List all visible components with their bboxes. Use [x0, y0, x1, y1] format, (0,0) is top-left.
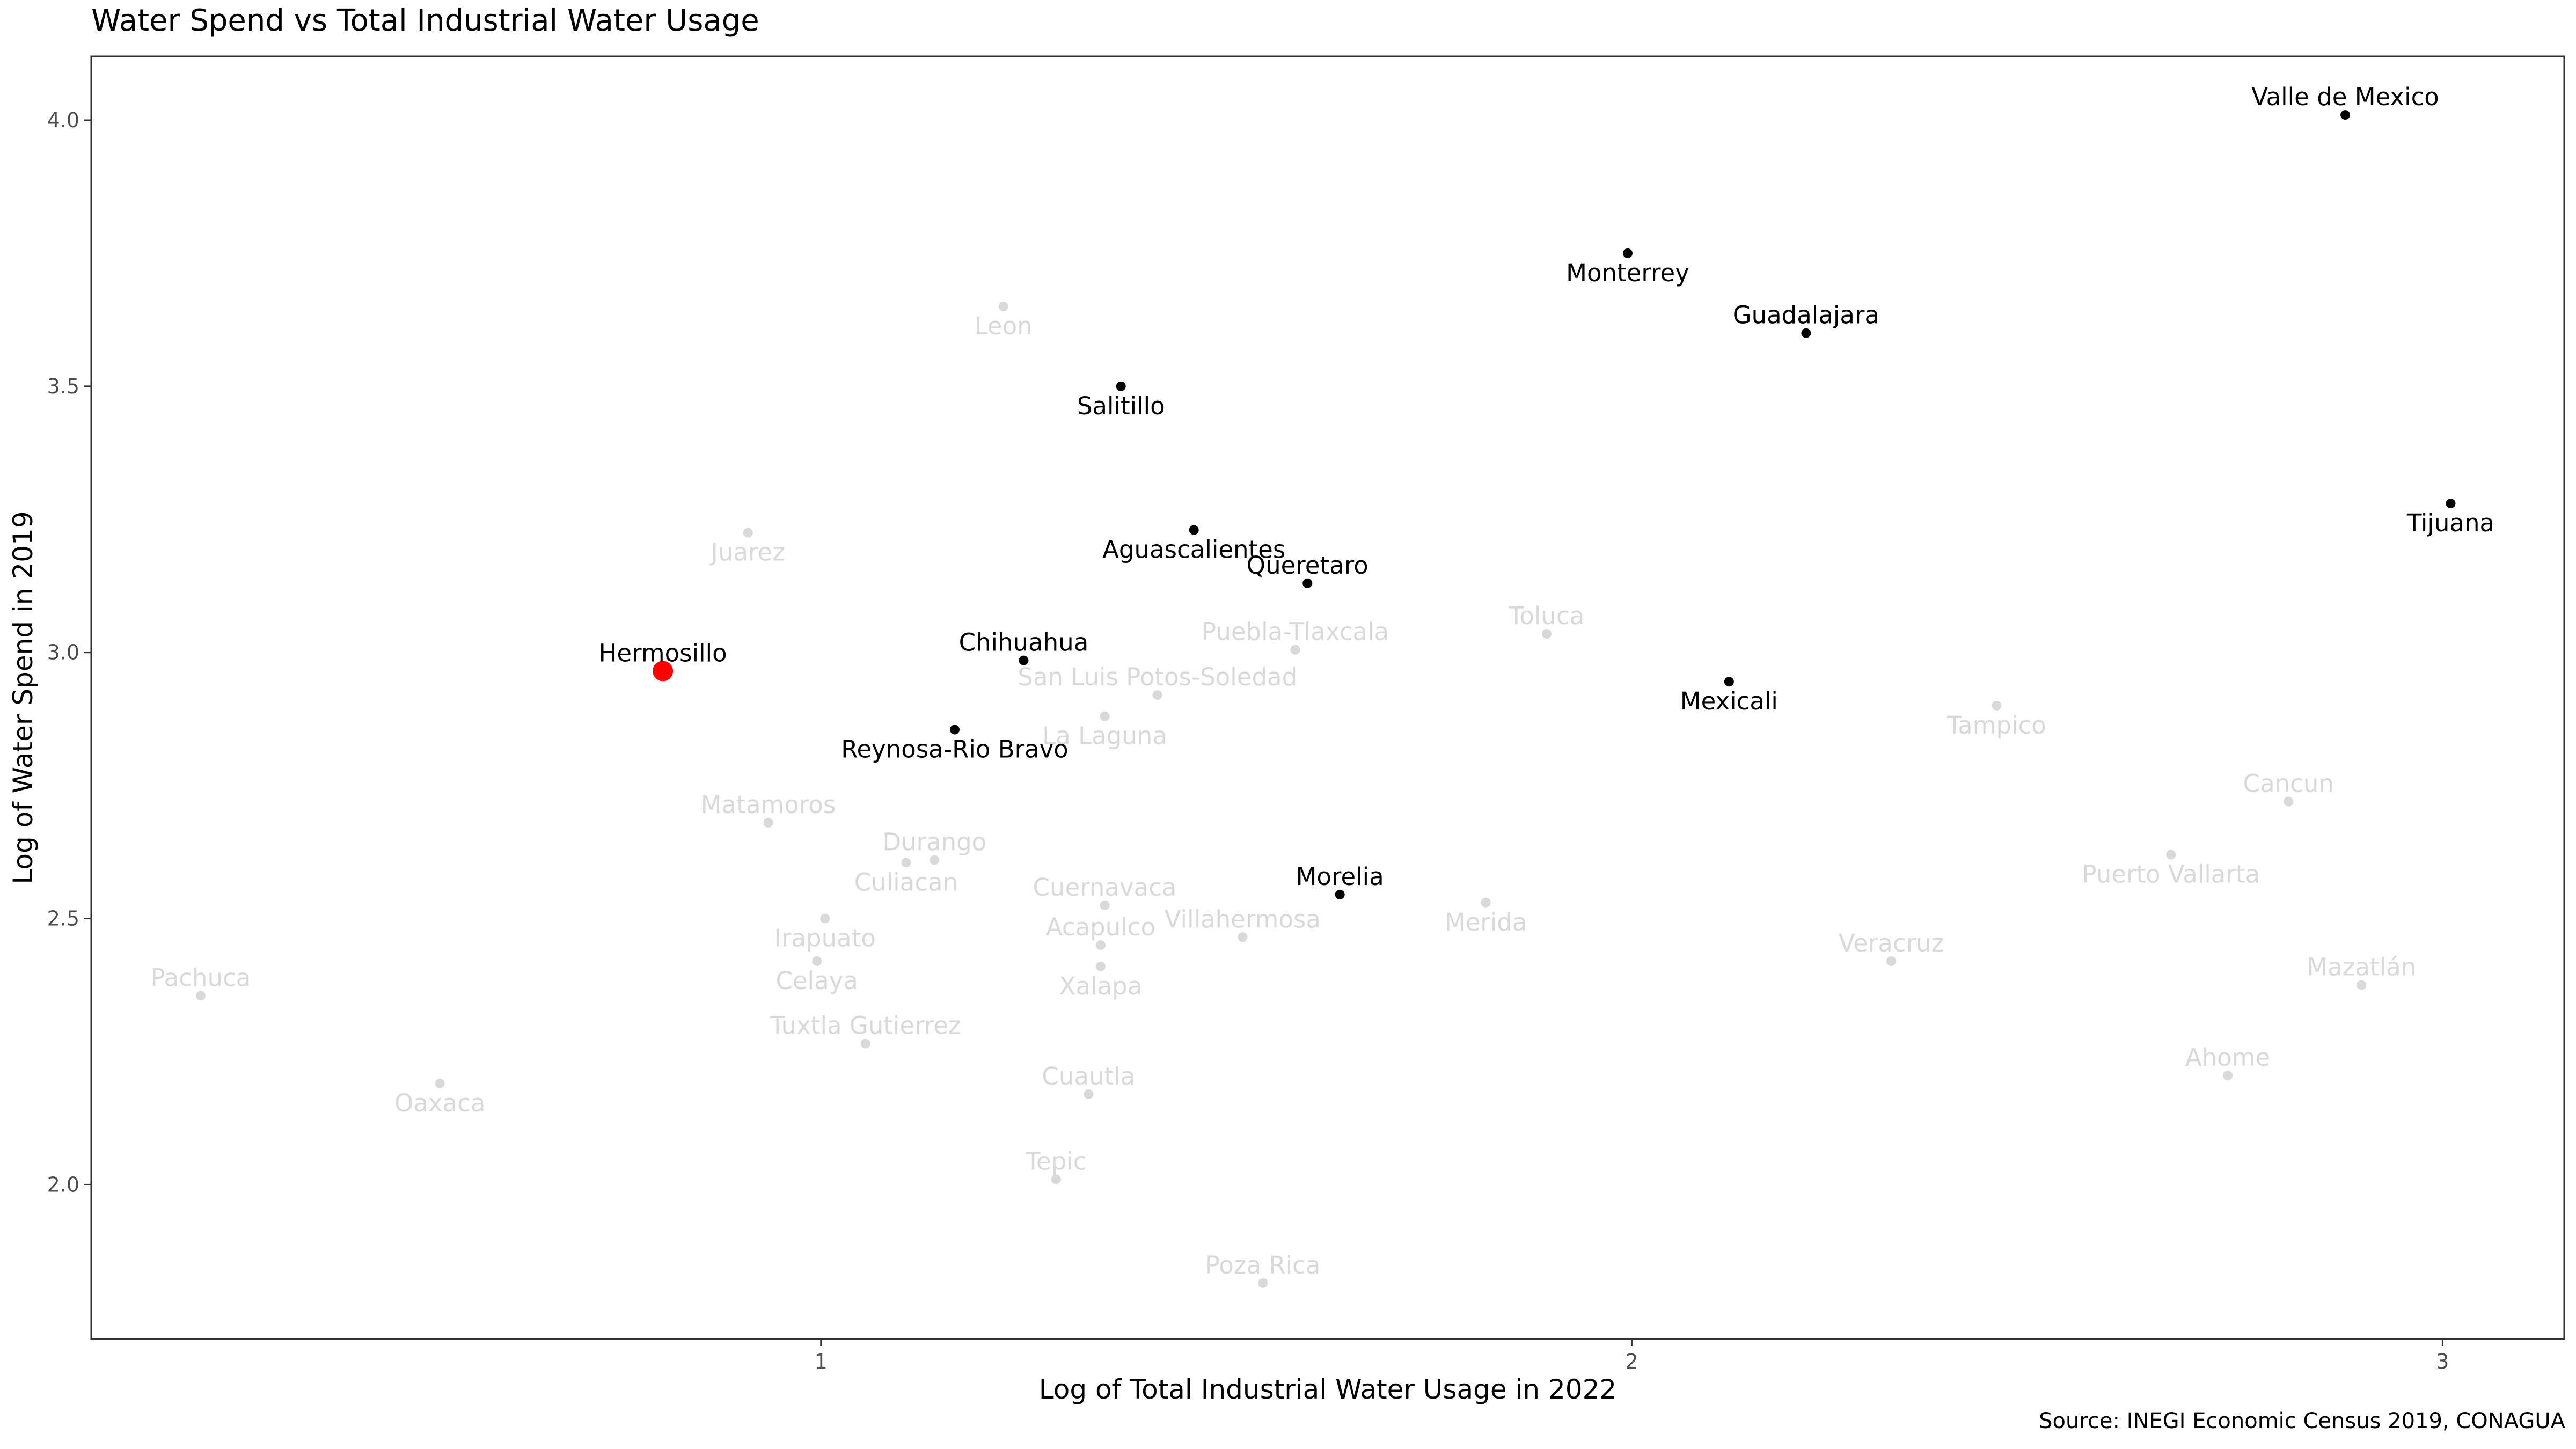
data-point — [1481, 897, 1491, 908]
y-axis-title: Log of Water Spend in 2019 — [8, 511, 39, 884]
y-tick-label: 3.5 — [47, 375, 79, 398]
point-label: Durango — [882, 828, 986, 856]
data-point — [950, 724, 960, 735]
data-point — [743, 528, 753, 538]
data-point — [2223, 1071, 2233, 1081]
data-point — [2284, 796, 2294, 807]
source-note: Source: INEGI Economic Census 2019, CONA… — [2039, 1409, 2565, 1433]
point-label: Acapulco — [1046, 913, 1155, 941]
data-point — [1095, 961, 1106, 971]
data-point — [2340, 110, 2351, 120]
point-label: Culiacan — [854, 868, 958, 896]
point-label: Xalapa — [1059, 972, 1143, 1000]
point-label: Toluca — [1509, 602, 1585, 630]
point-label: Salitillo — [1077, 392, 1165, 420]
data-point — [1541, 628, 1552, 639]
point-label: Pachuca — [151, 963, 251, 992]
data-point — [1302, 578, 1313, 588]
data-point — [195, 991, 206, 1001]
data-point — [2446, 499, 2456, 509]
data-point — [820, 913, 830, 924]
data-point — [1724, 677, 1734, 687]
point-label: Merida — [1445, 908, 1527, 936]
point-label: Valle de Mexico — [2251, 83, 2439, 111]
x-tick-label: 3 — [2436, 1350, 2449, 1373]
data-point — [1100, 900, 1110, 910]
point-label: Villahermosa — [1165, 905, 1321, 933]
data-point — [998, 302, 1008, 312]
point-label: Cuautla — [1042, 1062, 1135, 1091]
point-label: Oaxaca — [394, 1089, 486, 1117]
point-label: Leon — [975, 312, 1033, 340]
point-label: Matamoros — [701, 791, 836, 819]
point-label: Reynosa-Rio Bravo — [841, 735, 1069, 764]
data-point — [653, 661, 674, 682]
point-label: Morelia — [1296, 862, 1384, 891]
data-point — [1335, 889, 1345, 899]
x-tick-label: 2 — [1625, 1350, 1638, 1373]
point-label: Celaya — [775, 967, 858, 995]
data-point — [763, 818, 773, 828]
point-label: Cancun — [2243, 769, 2334, 797]
data-points — [195, 110, 2456, 1288]
y-tick-label: 2.0 — [47, 1173, 79, 1196]
y-tick-label: 2.5 — [47, 907, 79, 931]
point-label: Tijuana — [2406, 509, 2494, 537]
data-point — [2166, 850, 2176, 860]
point-labels: Leon Juarez Puebla-Tlaxcala Toluca San Luis … — [151, 83, 2495, 1279]
data-point — [1051, 1174, 1061, 1184]
point-label: Tuxtla Gutierrez — [770, 1012, 961, 1040]
point-label: San Luis Potos-Soledad — [1018, 663, 1297, 691]
point-label: Poza Rica — [1205, 1251, 1321, 1279]
data-point — [1189, 525, 1199, 535]
data-point — [901, 858, 911, 868]
point-label: Cuernavaca — [1033, 873, 1177, 902]
data-point — [1019, 655, 1029, 665]
data-point — [1152, 690, 1162, 700]
point-label: Tampico — [1946, 711, 2046, 740]
data-point — [1623, 248, 1633, 258]
x-tick-label: 1 — [815, 1350, 828, 1373]
data-point — [1238, 932, 1248, 942]
point-label: Aguascalientes — [1102, 536, 1285, 564]
data-point — [930, 855, 940, 865]
point-label: Chihuahua — [959, 628, 1089, 657]
point-label: Guadalajara — [1733, 301, 1879, 330]
x-axis-title: Log of Total Industrial Water Usage in 2… — [1039, 1374, 1616, 1405]
data-point — [435, 1078, 445, 1088]
point-label: Ahome — [2185, 1043, 2270, 1072]
point-label: Juarez — [709, 538, 785, 567]
y-tick-label: 3.0 — [47, 641, 79, 664]
data-point — [1100, 711, 1110, 721]
plot-panel — [90, 55, 2565, 1340]
point-label: La Laguna — [1042, 722, 1167, 750]
data-point — [1992, 700, 2002, 711]
point-label: Puebla-Tlaxcala — [1202, 618, 1389, 646]
data-point — [1116, 381, 1126, 391]
data-point — [1084, 1089, 1094, 1099]
y-tick-label: 4.0 — [47, 108, 79, 132]
point-label: Tepic — [1025, 1147, 1086, 1175]
data-point — [1886, 956, 1897, 966]
data-point — [1801, 328, 1811, 338]
point-label: Monterrey — [1566, 259, 1689, 287]
point-label: Irapuato — [774, 924, 876, 953]
data-point — [1290, 645, 1300, 655]
point-label: Mazatlán — [2307, 953, 2416, 982]
point-label: Mexicali — [1680, 687, 1778, 715]
chart-title: Water Spend vs Total Industrial Water Us… — [91, 3, 759, 38]
point-label: Queretaro — [1247, 551, 1368, 580]
point-label: Veracruz — [1839, 929, 1944, 957]
data-point — [860, 1038, 870, 1049]
data-point — [2357, 980, 2367, 990]
data-point — [1258, 1278, 1268, 1288]
point-label: Hermosillo — [599, 639, 727, 667]
data-point — [812, 956, 822, 966]
point-label: Puerto Vallarta — [2082, 860, 2260, 889]
data-point — [1095, 940, 1106, 950]
y-axis-ticks: 2.0 2.5 3.0 3.5 4.0 — [47, 108, 91, 1196]
x-axis-ticks: 1 2 3 — [815, 1339, 2449, 1373]
